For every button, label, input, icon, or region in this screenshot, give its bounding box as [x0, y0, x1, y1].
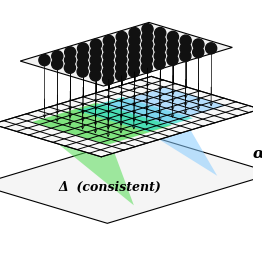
- Circle shape: [129, 43, 140, 54]
- Circle shape: [90, 55, 101, 66]
- Circle shape: [77, 51, 89, 62]
- Circle shape: [128, 66, 139, 77]
- Circle shape: [180, 35, 191, 46]
- Text: Δ  (consistent): Δ (consistent): [58, 181, 161, 194]
- Circle shape: [103, 51, 114, 62]
- Circle shape: [129, 50, 140, 62]
- Circle shape: [128, 58, 140, 69]
- Circle shape: [154, 43, 166, 54]
- Circle shape: [65, 47, 76, 58]
- Circle shape: [90, 70, 101, 81]
- Circle shape: [141, 47, 152, 58]
- Circle shape: [142, 24, 153, 35]
- Circle shape: [141, 62, 152, 73]
- Circle shape: [64, 62, 75, 73]
- Circle shape: [90, 47, 101, 58]
- Circle shape: [116, 70, 127, 81]
- Circle shape: [116, 54, 127, 66]
- Circle shape: [193, 47, 204, 58]
- Text: α: α: [253, 147, 262, 161]
- Polygon shape: [0, 76, 260, 157]
- Circle shape: [129, 35, 140, 46]
- Circle shape: [129, 28, 140, 39]
- Circle shape: [103, 58, 114, 69]
- Circle shape: [52, 51, 63, 62]
- Polygon shape: [0, 135, 262, 223]
- Circle shape: [193, 39, 204, 50]
- Circle shape: [77, 66, 88, 77]
- Circle shape: [180, 50, 191, 62]
- Polygon shape: [20, 22, 232, 86]
- Circle shape: [167, 54, 178, 66]
- Circle shape: [116, 39, 127, 50]
- Circle shape: [102, 74, 114, 85]
- Polygon shape: [31, 103, 134, 205]
- Polygon shape: [105, 87, 226, 124]
- Polygon shape: [31, 103, 172, 145]
- Circle shape: [90, 62, 101, 73]
- Circle shape: [103, 35, 114, 46]
- Circle shape: [141, 54, 152, 66]
- Circle shape: [77, 58, 88, 69]
- Circle shape: [39, 55, 50, 66]
- Circle shape: [167, 39, 178, 50]
- Polygon shape: [105, 88, 217, 176]
- Circle shape: [142, 31, 153, 42]
- Circle shape: [167, 47, 178, 58]
- Circle shape: [154, 58, 165, 69]
- Circle shape: [64, 55, 76, 66]
- Circle shape: [78, 43, 89, 54]
- Circle shape: [142, 39, 153, 50]
- Circle shape: [90, 39, 101, 50]
- Polygon shape: [77, 97, 193, 132]
- Circle shape: [52, 58, 63, 69]
- Circle shape: [103, 66, 114, 77]
- Circle shape: [116, 47, 127, 58]
- Circle shape: [206, 43, 217, 54]
- Circle shape: [180, 43, 191, 54]
- Circle shape: [116, 62, 127, 73]
- Circle shape: [155, 35, 166, 46]
- Circle shape: [155, 28, 166, 38]
- Circle shape: [154, 50, 165, 62]
- Circle shape: [116, 31, 127, 42]
- Circle shape: [167, 31, 178, 42]
- Circle shape: [103, 43, 114, 54]
